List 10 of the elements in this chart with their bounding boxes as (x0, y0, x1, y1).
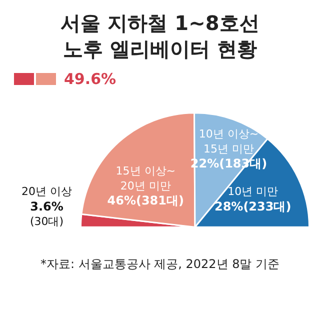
slice-label: 20년 이상 (22, 184, 72, 198)
text: *자료: 서울교통공사 제공, 2022년 8말 기준 (39, 256, 281, 273)
chart-title: 서울 지하철 1~8호선 노후 엘리베이터 현황 (60, 10, 260, 62)
slice-label: 10년 미만 (228, 185, 278, 198)
text: 49.6% (64, 70, 116, 88)
data-label: 3.6% (30대) (30, 199, 64, 228)
slice-label: 10년 이상~ 15년 미만 (198, 127, 259, 156)
data-label: 28%(233대) (214, 199, 292, 214)
data-label: 46%(381대) (107, 194, 184, 208)
slice-label: 15년 이상~ 20년 미만 (116, 164, 176, 192)
